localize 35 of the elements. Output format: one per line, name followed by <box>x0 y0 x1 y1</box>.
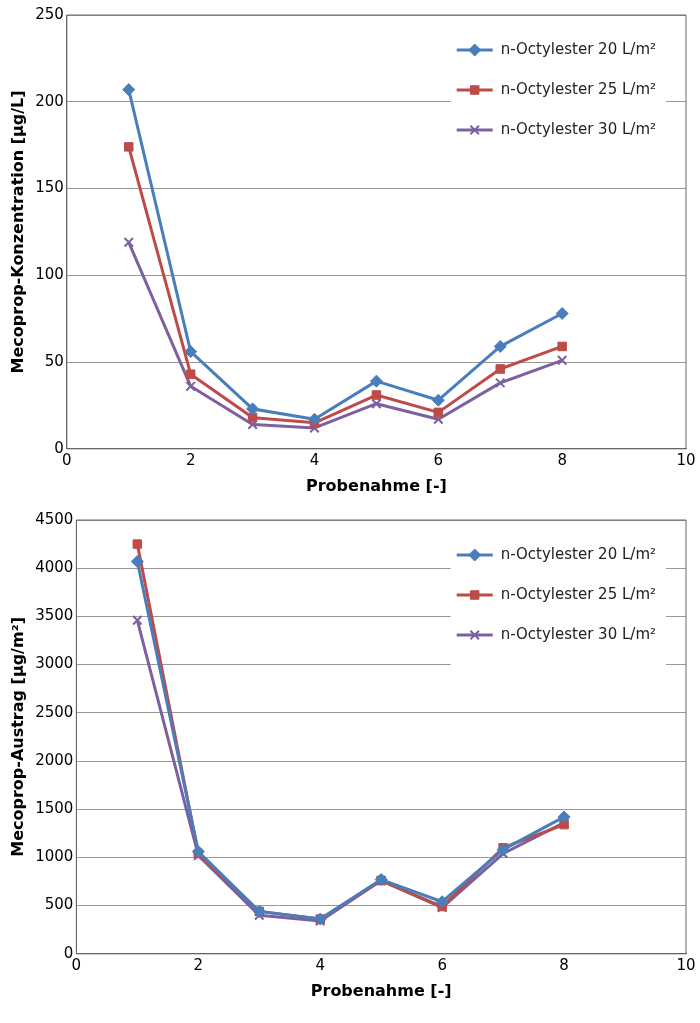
x-axis-title: Probenahme [-] <box>310 980 452 1000</box>
y-tick-label: 50 <box>44 351 64 370</box>
y-tick-label: 500 <box>44 895 74 914</box>
y-tick-label: 2500 <box>35 702 74 721</box>
legend-label: n-Octylester 25 L/m² <box>500 79 656 98</box>
x-tick-label: 10 <box>676 955 696 974</box>
legend-label: n-Octylester 30 L/m² <box>500 119 656 138</box>
x-tick-label: 8 <box>557 450 567 469</box>
legend-label: n-Octylester 20 L/m² <box>500 39 656 58</box>
y-tick-label: 250 <box>35 4 64 23</box>
x-tick-label: 4 <box>315 955 325 974</box>
y-axis-title: Mecoprop-Konzentration [µg/L] <box>7 90 27 374</box>
x-tick-label: 8 <box>559 955 569 974</box>
x-tick-label: 6 <box>437 955 447 974</box>
y-tick-label: 2000 <box>35 750 74 769</box>
y-tick-label: 3500 <box>35 606 74 625</box>
x-tick-label: 10 <box>676 450 696 469</box>
y-tick-label: 0 <box>54 438 64 457</box>
y-tick-label: 100 <box>35 265 64 284</box>
y-tick-label: 1500 <box>35 799 74 818</box>
y-axis-title: Mecoprop-Austrag [µg/m²] <box>7 617 27 857</box>
legend-label: n-Octylester 20 L/m² <box>500 544 656 563</box>
y-tick-label: 3000 <box>35 654 74 673</box>
x-tick-label: 2 <box>185 450 196 469</box>
y-tick-label: 1000 <box>35 847 74 866</box>
x-tick-label: 4 <box>309 450 320 469</box>
x-tick-label: 6 <box>433 450 444 469</box>
y-tick-label: 4000 <box>35 558 74 577</box>
legend-label: n-Octylester 25 L/m² <box>500 584 656 603</box>
y-tick-label: 4500 <box>35 509 74 528</box>
x-tick-label: 2 <box>193 955 204 974</box>
legend-label: n-Octylester 30 L/m² <box>500 624 656 643</box>
x-axis-title: Probenahme [-] <box>305 475 447 495</box>
y-tick-label: 150 <box>35 178 64 197</box>
y-tick-label: 200 <box>35 91 64 110</box>
